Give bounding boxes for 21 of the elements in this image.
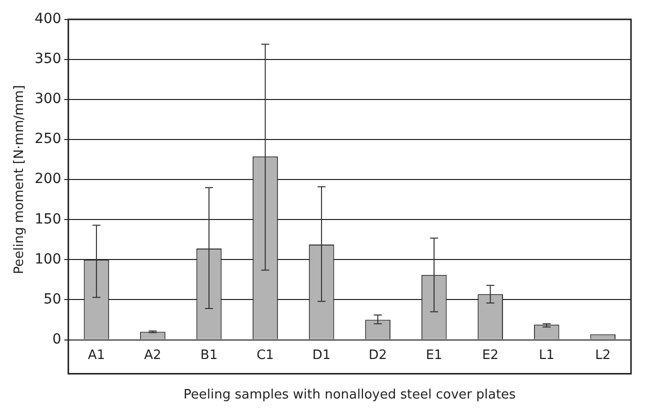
x-tick-label: E1 bbox=[426, 348, 442, 363]
x-tick-label: A1 bbox=[88, 348, 106, 363]
x-tick-label: C1 bbox=[256, 348, 274, 363]
x-tick-label: B1 bbox=[200, 348, 218, 363]
y-tick-label: 0 bbox=[52, 331, 62, 348]
x-tick-label: L2 bbox=[595, 348, 611, 363]
y-tick-label: 100 bbox=[34, 251, 62, 268]
y-tick-label: 400 bbox=[34, 11, 62, 28]
y-tick-label: 350 bbox=[34, 51, 62, 68]
x-tick-label: D2 bbox=[368, 348, 387, 363]
y-tick-label: 200 bbox=[34, 171, 62, 188]
y-tick-label: 150 bbox=[34, 211, 62, 228]
x-tick-label: E2 bbox=[482, 348, 499, 363]
y-tick-label: 50 bbox=[43, 291, 62, 308]
y-axis-title: Peeling moment [N·mm/mm] bbox=[12, 85, 28, 274]
x-tick-label: D1 bbox=[312, 348, 331, 363]
x-tick-label: A2 bbox=[144, 348, 162, 363]
x-axis-title: Peeling samples with nonalloyed steel cover plates bbox=[183, 388, 516, 403]
y-tick-label: 250 bbox=[34, 131, 62, 148]
y-tick-label: 300 bbox=[34, 91, 62, 108]
x-tick-label: L1 bbox=[538, 348, 554, 363]
